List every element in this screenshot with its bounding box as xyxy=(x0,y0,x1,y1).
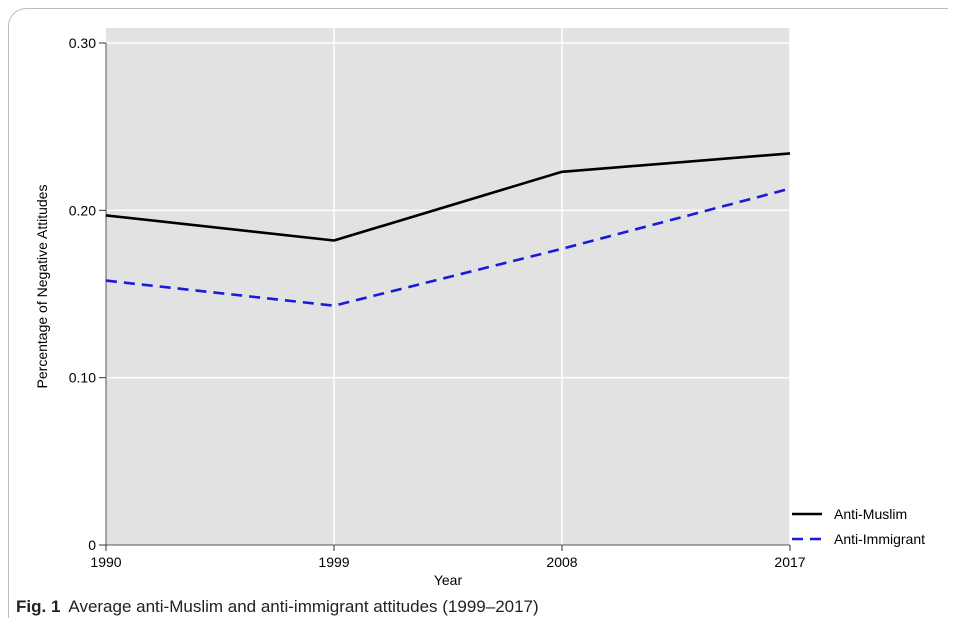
y-tick-label: 0.30 xyxy=(69,35,96,51)
legend-label: Anti-Immigrant xyxy=(834,531,925,547)
line-chart: 0 0.10 0.20 0.30 1990 1999 2008 2017 Year Perc… xyxy=(34,28,925,588)
figure-caption: Fig. 1 Average anti-Muslim and anti-immig… xyxy=(16,597,539,617)
y-axis-label: Percentage of Negative Attitudes xyxy=(34,185,50,389)
y-tick-label: 0 xyxy=(88,537,96,553)
x-tick-label: 1999 xyxy=(318,554,349,570)
figure-frame xyxy=(8,8,948,618)
x-axis-label: Year xyxy=(434,572,463,588)
x-tick-label: 2008 xyxy=(546,554,577,570)
series-lines xyxy=(105,152,791,308)
x-tick-label: 2017 xyxy=(774,554,805,570)
x-ticks: 1990 1999 2008 2017 xyxy=(90,545,806,570)
grid-lines xyxy=(106,28,791,545)
series-line xyxy=(105,187,791,308)
y-ticks: 0 0.10 0.20 0.30 xyxy=(69,35,106,553)
series-line xyxy=(105,152,791,242)
y-tick-label: 0.10 xyxy=(69,370,96,386)
legend: Anti-Muslim Anti-Immigrant xyxy=(792,506,925,547)
y-tick-label: 0.20 xyxy=(69,202,96,218)
legend-label: Anti-Muslim xyxy=(834,506,907,522)
x-tick-label: 1990 xyxy=(90,554,121,570)
figure-label: Fig. 1 xyxy=(16,597,61,616)
figure-caption-text: Average anti-Muslim and anti-immigrant a… xyxy=(68,597,539,616)
plot-background xyxy=(106,28,790,545)
axes xyxy=(105,43,790,546)
